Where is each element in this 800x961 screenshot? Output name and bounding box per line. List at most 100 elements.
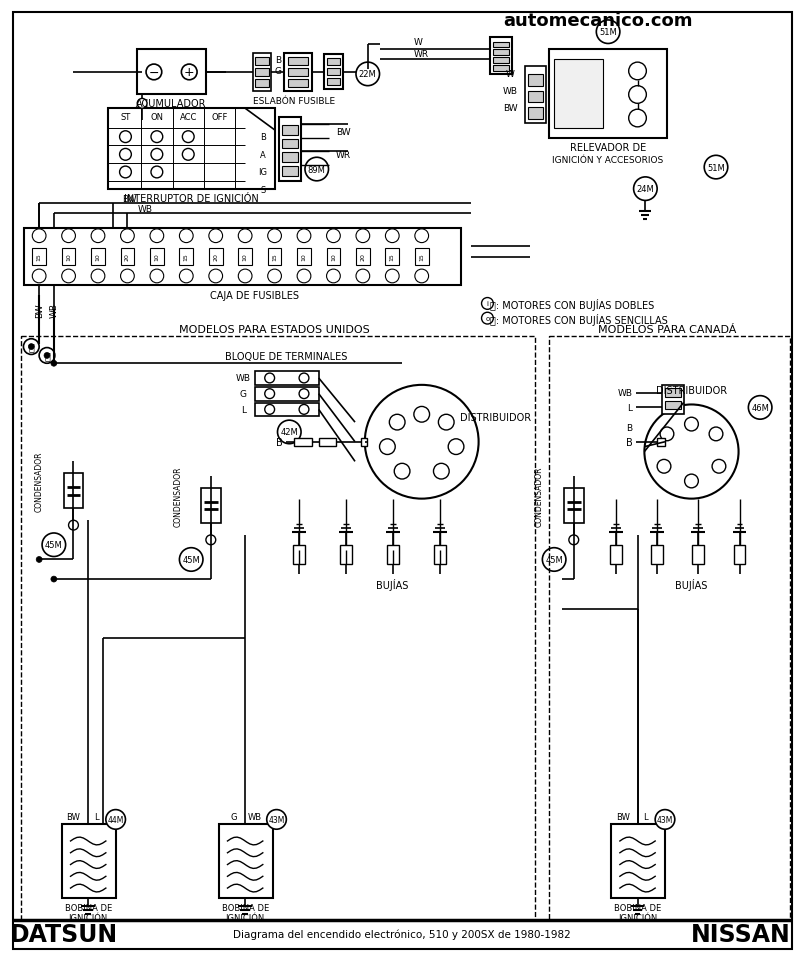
Bar: [318, 438, 336, 446]
Text: −: −: [149, 66, 159, 80]
Text: 45M: 45M: [182, 555, 200, 564]
Circle shape: [209, 230, 222, 243]
Circle shape: [482, 298, 494, 310]
Text: W: W: [414, 38, 422, 47]
Text: S: S: [260, 185, 266, 195]
Bar: [693, 545, 704, 565]
Bar: [255, 372, 318, 385]
Circle shape: [62, 230, 75, 243]
Bar: [282, 126, 298, 136]
Text: 45M: 45M: [546, 555, 563, 564]
Circle shape: [146, 65, 162, 81]
Text: OFF: OFF: [211, 112, 228, 121]
Text: WR: WR: [336, 151, 350, 160]
Text: A: A: [260, 151, 266, 160]
Bar: [386, 248, 399, 266]
Bar: [361, 438, 366, 446]
Circle shape: [119, 149, 131, 161]
Text: RELEVADOR DE: RELEVADOR DE: [570, 143, 646, 154]
Bar: [282, 139, 298, 149]
Text: ST: ST: [120, 112, 130, 121]
Text: 46M: 46M: [751, 404, 769, 412]
Text: BW: BW: [66, 812, 81, 821]
Bar: [297, 248, 311, 266]
Text: BW: BW: [34, 303, 44, 317]
Text: NISSAN: NISSAN: [690, 923, 790, 947]
Text: 10: 10: [66, 253, 71, 261]
Bar: [554, 61, 603, 129]
Circle shape: [106, 810, 126, 829]
Bar: [25, 229, 461, 285]
Circle shape: [39, 348, 55, 364]
Circle shape: [138, 99, 147, 110]
Text: IGNICIÓN Y ACCESORIOS: IGNICIÓN Y ACCESORIOS: [553, 156, 664, 164]
Text: INTERRUPTOR DE IGNICIÓN: INTERRUPTOR DE IGNICIÓN: [124, 194, 258, 205]
Text: BUJÍAS: BUJÍAS: [376, 579, 409, 590]
Bar: [288, 59, 308, 66]
Text: CAJA DE FUSIBLES: CAJA DE FUSIBLES: [210, 290, 299, 300]
Circle shape: [182, 149, 194, 161]
Bar: [611, 825, 665, 898]
Text: G: G: [275, 67, 282, 76]
Circle shape: [119, 167, 131, 179]
Circle shape: [365, 385, 478, 499]
Text: ⓘ: ⓘ: [28, 342, 34, 353]
Text: BUJÍAS: BUJÍAS: [675, 579, 708, 590]
Circle shape: [685, 418, 698, 431]
Circle shape: [438, 415, 454, 431]
Bar: [64, 474, 83, 509]
Text: 10: 10: [302, 253, 306, 261]
Circle shape: [32, 230, 46, 243]
Circle shape: [386, 230, 399, 243]
Circle shape: [655, 810, 674, 829]
Bar: [324, 55, 343, 89]
Circle shape: [121, 230, 134, 243]
Circle shape: [179, 230, 193, 243]
Circle shape: [51, 577, 57, 582]
Text: 51M: 51M: [599, 28, 617, 37]
Circle shape: [712, 460, 726, 474]
Circle shape: [62, 270, 75, 283]
Circle shape: [151, 149, 162, 161]
Text: 15: 15: [390, 253, 394, 261]
Bar: [610, 545, 622, 565]
Circle shape: [394, 464, 410, 480]
Circle shape: [266, 810, 286, 829]
Text: Diagrama del encendido electrónico, 510 y 200SX de 1980-1982: Diagrama del encendido electrónico, 510 …: [234, 929, 571, 940]
Circle shape: [356, 63, 379, 86]
Bar: [238, 248, 252, 266]
Circle shape: [278, 421, 301, 444]
Circle shape: [179, 548, 203, 572]
Circle shape: [434, 464, 449, 480]
Text: 10: 10: [242, 253, 248, 261]
Circle shape: [386, 270, 399, 283]
Text: BW: BW: [122, 195, 137, 204]
Bar: [326, 69, 340, 76]
Circle shape: [36, 557, 42, 563]
Circle shape: [206, 535, 216, 545]
Text: 20: 20: [125, 253, 130, 261]
Circle shape: [704, 156, 728, 180]
Bar: [201, 488, 221, 524]
Text: WB: WB: [618, 389, 633, 398]
Circle shape: [596, 21, 620, 44]
Text: BOBINA DE: BOBINA DE: [222, 903, 269, 912]
Text: ACC: ACC: [179, 112, 197, 121]
Text: 10: 10: [154, 253, 159, 261]
Text: L: L: [241, 406, 246, 414]
Circle shape: [268, 270, 282, 283]
Bar: [268, 248, 282, 266]
Circle shape: [629, 111, 646, 128]
Bar: [253, 54, 270, 91]
Circle shape: [390, 415, 405, 431]
Bar: [734, 545, 746, 565]
Text: 15: 15: [419, 253, 424, 261]
Bar: [494, 66, 509, 72]
Circle shape: [119, 132, 131, 143]
Circle shape: [634, 178, 657, 201]
Text: CONDENSADOR: CONDENSADOR: [535, 466, 544, 527]
Text: 15: 15: [184, 253, 189, 261]
Text: L: L: [94, 812, 98, 821]
Circle shape: [42, 533, 66, 557]
Bar: [282, 167, 298, 177]
